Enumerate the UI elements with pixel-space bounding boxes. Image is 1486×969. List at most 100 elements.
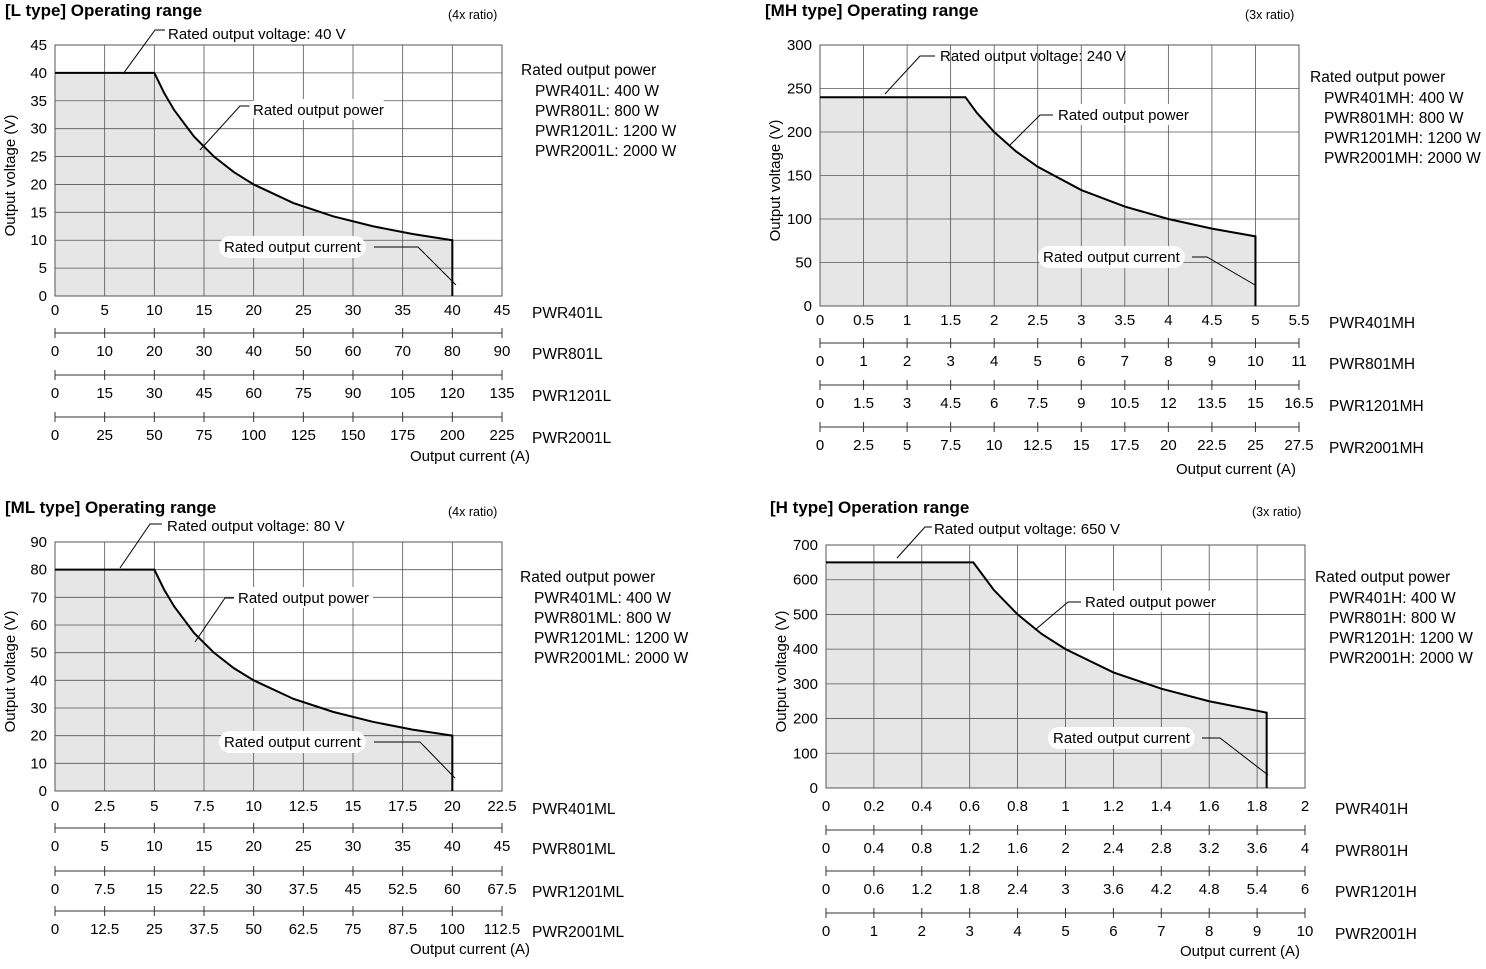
- x-tick-label: 3: [966, 923, 974, 940]
- x-axis-model-label: PWR1201MH: [1329, 398, 1424, 415]
- x-tick-label: 2.5: [1027, 312, 1048, 329]
- rated-power-item: PWR1201ML: 1200 W: [534, 630, 689, 647]
- x-tick-label: 15: [196, 838, 213, 855]
- x-tick-label: 75: [196, 427, 213, 444]
- rated-power-item: PWR2001H: 2000 W: [1329, 650, 1473, 667]
- x-tick-label: 15: [1247, 395, 1264, 412]
- chart-title: [MH type] Operating range: [765, 1, 978, 20]
- x-tick-label: 4: [990, 353, 998, 370]
- x-tick-label: 4: [1301, 840, 1309, 857]
- x-tick-label: 1: [903, 312, 911, 329]
- operating-boundary-line: [55, 71, 454, 296]
- y-axis-label: Output voltage (V): [2, 611, 19, 733]
- rated-power-item: PWR801MH: 800 W: [1324, 110, 1464, 127]
- x-tick-label: 15: [96, 385, 113, 402]
- x-tick-label: 3: [946, 353, 954, 370]
- x-tick-label: 10: [1297, 923, 1314, 940]
- y-axis-label: Output voltage (V): [767, 120, 784, 242]
- x-tick-label: 0.8: [1007, 798, 1028, 815]
- x-tick-label: 125: [291, 427, 316, 444]
- x-tick-label: 7.5: [1027, 395, 1048, 412]
- x-tick-label: 3.5: [1114, 312, 1135, 329]
- y-tick-label: 40: [30, 65, 47, 82]
- rated-voltage-annotation: Rated output voltage: 650 V: [934, 521, 1120, 538]
- y-tick-label: 80: [30, 562, 47, 579]
- x-tick-label: 12.5: [289, 798, 318, 815]
- x-tick-label: 0: [816, 312, 824, 329]
- x-axis-model-label: PWR1201ML: [532, 884, 625, 901]
- y-tick-label: 25: [30, 149, 47, 166]
- x-tick-label: 2.8: [1151, 840, 1172, 857]
- y-tick-label: 150: [787, 168, 812, 185]
- y-tick-label: 40: [30, 672, 47, 689]
- y-tick-label: 60: [30, 617, 47, 634]
- y-tick-label: 45: [30, 37, 47, 54]
- x-axis-model-label: PWR801ML: [532, 841, 616, 858]
- x-tick-label: 27.5: [1284, 437, 1313, 454]
- y-tick-label: 250: [787, 81, 812, 98]
- x-tick-label: 22.5: [189, 881, 218, 898]
- chart-title: [H type] Operation range: [770, 498, 969, 517]
- voltage-leader-line: [884, 55, 935, 95]
- x-tick-label: 200: [440, 427, 465, 444]
- y-axis-label: Output voltage (V): [773, 611, 790, 733]
- x-tick-label: 0.4: [911, 798, 932, 815]
- x-tick-label: 6: [990, 395, 998, 412]
- x-tick-label: 5: [1061, 923, 1069, 940]
- x-tick-label: 35: [394, 838, 411, 855]
- y-tick-label: 50: [30, 645, 47, 662]
- y-tick-label: 15: [30, 204, 47, 221]
- x-tick-label: 10: [146, 838, 163, 855]
- x-tick-label: 2.4: [1007, 881, 1028, 898]
- operating-boundary-line: [55, 568, 454, 791]
- x-tick-label: 45: [494, 302, 511, 319]
- x-tick-label: 0: [816, 353, 824, 370]
- rated-power-item: PWR1201MH: 1200 W: [1324, 130, 1481, 147]
- x-tick-label: 5: [1251, 312, 1259, 329]
- x-tick-label: 45: [196, 385, 213, 402]
- x-tick-label: 3.6: [1247, 840, 1268, 857]
- x-tick-label: 30: [245, 881, 262, 898]
- y-tick-label: 100: [793, 745, 818, 762]
- x-tick-label: 1: [870, 923, 878, 940]
- rated-power-item: PWR1201H: 1200 W: [1329, 630, 1473, 647]
- current-leader-line: [1202, 737, 1269, 776]
- x-tick-label: 1: [859, 353, 867, 370]
- rated-power-heading: Rated output power: [1310, 69, 1445, 86]
- x-tick-label: 0: [822, 840, 830, 857]
- x-tick-label: 13.5: [1197, 395, 1226, 412]
- ratio-note: (3x ratio): [1245, 8, 1294, 22]
- power-label-background: [1054, 104, 1193, 125]
- y-tick-label: 600: [793, 572, 818, 589]
- x-tick-label: 0: [51, 427, 59, 444]
- x-axis-model-label: PWR1201L: [532, 388, 612, 405]
- current-leader-line: [374, 741, 456, 779]
- x-axis-model-label: PWR801L: [532, 346, 603, 363]
- x-tick-label: 16.5: [1284, 395, 1313, 412]
- power-label-background: [1081, 591, 1220, 612]
- y-tick-label: 0: [39, 783, 47, 800]
- x-tick-label: 1.2: [911, 881, 932, 898]
- x-tick-label: 0: [822, 798, 830, 815]
- plot-border: [819, 44, 1300, 307]
- x-tick-label: 15: [1073, 437, 1090, 454]
- x-tick-label: 15: [345, 798, 362, 815]
- x-tick-label: 175: [390, 427, 415, 444]
- x-tick-label: 6: [1301, 881, 1309, 898]
- ratio-note: (4x ratio): [448, 505, 497, 519]
- power-leader-line: [1009, 114, 1053, 146]
- x-tick-label: 20: [1160, 437, 1177, 454]
- x-tick-label: 9: [1208, 353, 1216, 370]
- chart-panel-4: [H type] Operation range (3x ratio)010020…: [770, 498, 1473, 960]
- y-tick-label: 70: [30, 589, 47, 606]
- rated-power-item: PWR401ML: 400 W: [534, 590, 671, 607]
- x-tick-label: 5: [100, 302, 108, 319]
- x-tick-label: 120: [440, 385, 465, 402]
- x-tick-label: 17.5: [388, 798, 417, 815]
- rated-current-annotation: Rated output current: [1053, 730, 1191, 747]
- x-tick-label: 40: [245, 343, 262, 360]
- x-tick-label: 225: [489, 427, 514, 444]
- x-tick-label: 22.5: [1197, 437, 1226, 454]
- x-tick-label: 60: [444, 881, 461, 898]
- y-tick-label: 10: [30, 232, 47, 249]
